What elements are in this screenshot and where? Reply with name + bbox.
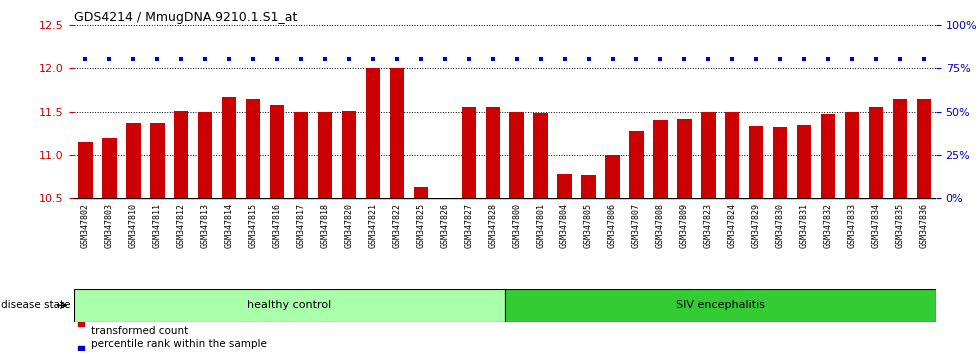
Bar [485, 107, 500, 198]
Bar [150, 123, 165, 198]
Text: GSM347813: GSM347813 [201, 203, 210, 248]
Text: GSM347835: GSM347835 [896, 203, 905, 248]
Text: GSM347802: GSM347802 [81, 203, 90, 248]
Bar [845, 112, 859, 198]
Text: GSM347823: GSM347823 [704, 203, 712, 248]
Text: SIV encephalitis: SIV encephalitis [676, 300, 764, 310]
Bar [654, 120, 667, 198]
Text: GSM347822: GSM347822 [392, 203, 402, 248]
Text: GSM347821: GSM347821 [368, 203, 377, 248]
Text: GSM347817: GSM347817 [297, 203, 306, 248]
Bar [821, 114, 835, 198]
Text: transformed count: transformed count [91, 326, 188, 336]
Text: GSM347831: GSM347831 [800, 203, 808, 248]
Text: GSM347807: GSM347807 [632, 203, 641, 248]
Text: GSM347800: GSM347800 [513, 203, 521, 248]
Text: GSM347825: GSM347825 [416, 203, 425, 248]
Text: GSM347816: GSM347816 [272, 203, 281, 248]
Text: GSM347808: GSM347808 [656, 203, 664, 248]
Text: GSM347833: GSM347833 [848, 203, 857, 248]
Bar [916, 98, 931, 198]
Bar [558, 174, 571, 198]
Text: GSM347820: GSM347820 [345, 203, 354, 248]
Bar [390, 68, 404, 198]
Text: GSM347830: GSM347830 [776, 203, 785, 248]
Text: healthy control: healthy control [247, 300, 331, 310]
Bar [533, 113, 548, 198]
Bar [749, 126, 763, 198]
Text: GSM347804: GSM347804 [561, 203, 569, 248]
Text: GSM347834: GSM347834 [871, 203, 880, 248]
Text: GSM347829: GSM347829 [752, 203, 760, 248]
Text: GSM347815: GSM347815 [249, 203, 258, 248]
Bar [869, 107, 883, 198]
Bar [246, 98, 261, 198]
Bar [725, 112, 740, 198]
Bar [74, 289, 505, 322]
Bar [126, 123, 140, 198]
Text: GSM347836: GSM347836 [919, 203, 928, 248]
Text: GSM347809: GSM347809 [680, 203, 689, 248]
Text: GSM347812: GSM347812 [176, 203, 186, 248]
Bar [893, 98, 907, 198]
Text: GSM347801: GSM347801 [536, 203, 545, 248]
Text: GDS4214 / MmugDNA.9210.1.S1_at: GDS4214 / MmugDNA.9210.1.S1_at [74, 11, 297, 24]
Text: GSM347806: GSM347806 [608, 203, 617, 248]
Text: GSM347828: GSM347828 [488, 203, 497, 248]
Bar [797, 125, 811, 198]
Text: GSM347814: GSM347814 [224, 203, 233, 248]
Text: GSM347803: GSM347803 [105, 203, 114, 248]
Text: GSM347811: GSM347811 [153, 203, 162, 248]
Bar [606, 155, 619, 198]
Bar [318, 112, 332, 198]
Bar [581, 175, 596, 198]
Bar [78, 142, 93, 198]
Bar [174, 111, 188, 198]
Text: disease state: disease state [1, 300, 71, 310]
Bar [198, 112, 213, 198]
Text: GSM347818: GSM347818 [320, 203, 329, 248]
Text: percentile rank within the sample: percentile rank within the sample [91, 339, 267, 349]
Bar [462, 107, 476, 198]
Text: GSM347805: GSM347805 [584, 203, 593, 248]
Text: GSM347824: GSM347824 [728, 203, 737, 248]
Bar [677, 119, 692, 198]
Bar [414, 187, 428, 198]
Bar [342, 111, 356, 198]
Bar [773, 127, 787, 198]
Text: GSM347832: GSM347832 [823, 203, 833, 248]
Bar [222, 97, 236, 198]
Bar [505, 289, 936, 322]
Bar [510, 112, 524, 198]
Text: GSM347826: GSM347826 [440, 203, 449, 248]
Bar [270, 105, 284, 198]
Bar [366, 68, 380, 198]
Bar [294, 112, 309, 198]
Text: GSM347827: GSM347827 [465, 203, 473, 248]
Bar [629, 131, 644, 198]
Bar [102, 138, 117, 198]
Bar [701, 112, 715, 198]
Text: GSM347810: GSM347810 [129, 203, 138, 248]
